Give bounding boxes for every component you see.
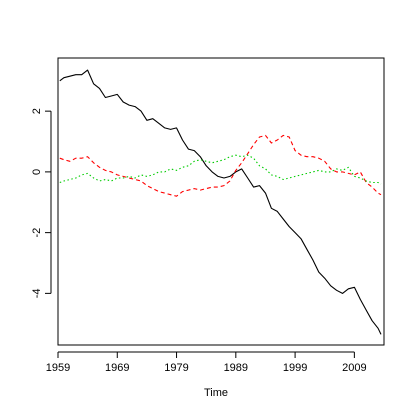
x-axis: 1959 1969 1979 1989 1999 2009	[46, 351, 367, 374]
y-tick-label: -4	[31, 288, 43, 298]
x-tick-label: 1989	[224, 362, 248, 374]
series-line-1	[59, 69, 382, 335]
x-tick-label: 1969	[105, 362, 129, 374]
plot-box	[57, 57, 385, 346]
series-line-2	[59, 134, 382, 197]
y-tick-label: 0	[31, 169, 43, 175]
x-tick-label: 1959	[46, 362, 70, 374]
x-tick-label: 2009	[342, 362, 366, 374]
x-axis-title: Time	[204, 387, 228, 399]
y-axis: 2 0 -2 -4	[31, 108, 52, 298]
y-tick-label: 2	[31, 108, 43, 114]
y-tick-label: -2	[31, 228, 43, 238]
series-layer	[59, 69, 382, 335]
series-line-3	[59, 154, 382, 185]
x-tick-label: 1979	[164, 362, 188, 374]
x-tick-label: 1999	[283, 362, 307, 374]
